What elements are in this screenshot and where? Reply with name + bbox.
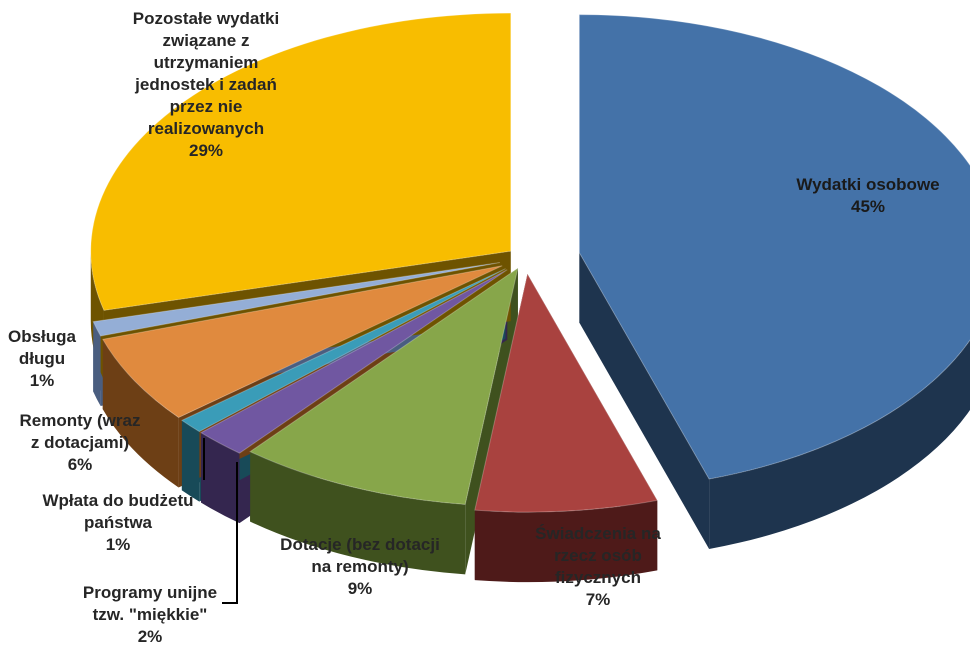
label-obsluga-dlugu-line-2: 1% [30, 371, 55, 390]
pie-slice-dotacje [249, 267, 519, 505]
label-pozostale: Pozostałe wydatki związane z utrzymaniem je… [133, 9, 279, 160]
label-wydatki-osobowe-line-0: Wydatki osobowe [796, 175, 939, 194]
label-wplata-budzet-line-2: 1% [106, 535, 131, 554]
label-pozostale-line-5: realizowanych [148, 119, 264, 138]
pie-slice-programy-unijne [200, 269, 508, 454]
pie-slice-swiadczenia [474, 272, 659, 513]
label-swiadczenia-line-2: fizycznych [555, 568, 641, 587]
pie-slice-obsluga-dlugu [92, 262, 501, 337]
label-programy-unijne-line-1: tzw. "miękkie" [93, 605, 208, 624]
label-obsluga-dlugu-line-1: długu [19, 349, 65, 368]
label-wydatki-osobowe: Wydatki osobowe 45% [796, 175, 939, 216]
label-dotacje-line-2: 9% [348, 579, 373, 598]
label-remonty-line-0: Remonty (wraz [20, 411, 141, 430]
label-dotacje-line-1: na remonty) [311, 557, 408, 576]
label-programy-unijne: Programy unijne tzw. "miękkie" 2% [83, 583, 217, 646]
label-pozostale-line-3: jednostek i zadań [134, 75, 277, 94]
label-swiadczenia-line-3: 7% [586, 590, 611, 609]
label-pozostale-line-0: Pozostałe wydatki [133, 9, 279, 28]
label-wplata-budzet-line-0: Wpłata do budżetu [42, 491, 193, 510]
label-wplata-budzet-line-1: państwa [84, 513, 153, 532]
label-wydatki-osobowe-line-1: 45% [851, 197, 885, 216]
side-wall-programy-unijne [201, 432, 240, 524]
label-swiadczenia: Świadczenia na rzecz osób fizycznych 7% [535, 524, 661, 609]
pie-slice-wydatki-osobowe [578, 14, 970, 480]
label-obsluga-dlugu-line-0: Obsługa [8, 327, 77, 346]
label-swiadczenia-line-1: rzecz osób [554, 546, 642, 565]
label-pozostale-line-2: utrzymaniem [154, 53, 259, 72]
label-swiadczenia-line-0: Świadczenia na [535, 524, 661, 543]
label-pozostale-line-4: przez nie [170, 97, 243, 116]
label-wplata-budzet: Wpłata do budżetu państwa 1% [42, 491, 193, 554]
side-wall-remonty [102, 339, 179, 488]
label-remonty-line-1: z dotacjami) [31, 433, 129, 452]
label-remonty-line-2: 6% [68, 455, 93, 474]
label-dotacje-line-0: Dotacje (bez dotacji [280, 535, 440, 554]
label-programy-unijne-line-2: 2% [138, 627, 163, 646]
label-programy-unijne-line-0: Programy unijne [83, 583, 217, 602]
pie-slice-tops [90, 12, 970, 513]
label-pozostale-line-6: 29% [189, 141, 223, 160]
side-wall-swiadczenia [474, 500, 658, 583]
leader-line-programy [222, 462, 238, 604]
pie-slice-pozostale [90, 12, 512, 311]
label-pozostale-line-1: związane z [163, 31, 250, 50]
slice-labels: Wydatki osobowe 45% Świadczenia na rzecz os… [8, 9, 940, 646]
leader-lines [203, 438, 238, 604]
side-wall-dotacje [250, 451, 466, 575]
pie-slice-remonty [101, 265, 503, 419]
pie-slice-wplata-budzet [180, 268, 506, 433]
end-wall-wydatki-osobowe-1 [579, 252, 710, 550]
side-wall-wydatki-osobowe [709, 339, 970, 550]
label-dotacje: Dotacje (bez dotacji na remonty) 9% [280, 535, 440, 598]
label-obsluga-dlugu: Obsługa długu 1% [8, 327, 77, 390]
side-wall-obsluga-dlugu [93, 321, 101, 407]
label-remonty: Remonty (wraz z dotacjami) 6% [20, 411, 141, 474]
side-wall-wplata-budzet [181, 420, 200, 502]
